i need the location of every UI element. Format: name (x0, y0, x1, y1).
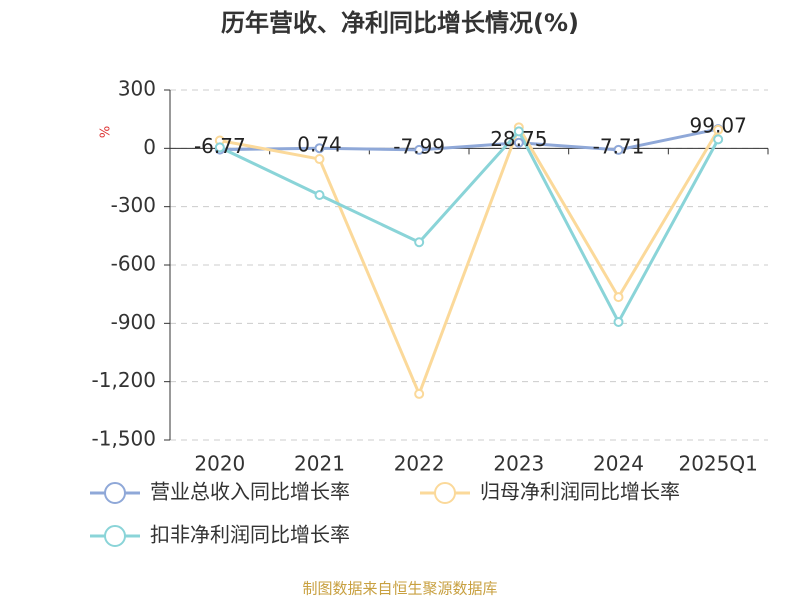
data-point (713, 124, 724, 135)
x-tick-label: 2025Q1 (678, 452, 757, 476)
legend-swatch (104, 482, 126, 504)
y-tick-label: 0 (143, 135, 156, 159)
y-tick-label: -300 (111, 193, 156, 217)
chart-title: 历年营收、净利同比增长情况(%) (221, 9, 579, 37)
y-tick-label: -1,200 (92, 368, 156, 392)
y-tick-label: -900 (111, 310, 156, 334)
y-tick-label: 300 (118, 77, 156, 101)
data-point (414, 237, 425, 248)
data-point (713, 134, 724, 145)
data-label: -7.99 (393, 134, 445, 158)
data-point (314, 190, 325, 200)
legend-label[interactable]: 归母净利润同比增长率 (480, 480, 680, 504)
series-line (219, 123, 720, 398)
data-point (613, 316, 624, 327)
legend-swatch (104, 525, 126, 547)
legend-label[interactable]: 扣非净利润同比增长率 (150, 523, 350, 547)
legend-swatch (434, 482, 456, 504)
source: 制图数据来自恒生聚源数据库 (302, 580, 497, 598)
x-tick-label: 2021 (294, 452, 345, 476)
x-tick-label: 2022 (394, 452, 445, 476)
legend-label[interactable]: 营业总收入同比增长率 (150, 480, 350, 504)
x-tick-label: 2024 (593, 452, 644, 476)
data-label: 28.75 (490, 127, 547, 151)
data-label: 0.74 (297, 133, 342, 157)
data-point (414, 144, 425, 155)
data-label: 99.07 (690, 114, 747, 138)
y-axis-label: % (99, 126, 114, 138)
y-tick-label: -600 (111, 252, 156, 276)
data-point (214, 142, 225, 153)
data-point (314, 154, 325, 165)
data-point (314, 143, 325, 154)
data-point (613, 292, 624, 303)
data-point (513, 126, 524, 137)
data-point (613, 144, 624, 155)
data-point (513, 137, 524, 148)
x-tick-label: 2020 (194, 452, 245, 476)
series-line (219, 128, 720, 326)
x-tick-label: 2023 (493, 452, 544, 476)
series-line (219, 127, 719, 152)
data-label: -7.71 (593, 134, 645, 158)
data-label: -6.77 (194, 134, 246, 158)
data-point (414, 388, 425, 399)
y-tick-label: -1,500 (92, 427, 156, 451)
